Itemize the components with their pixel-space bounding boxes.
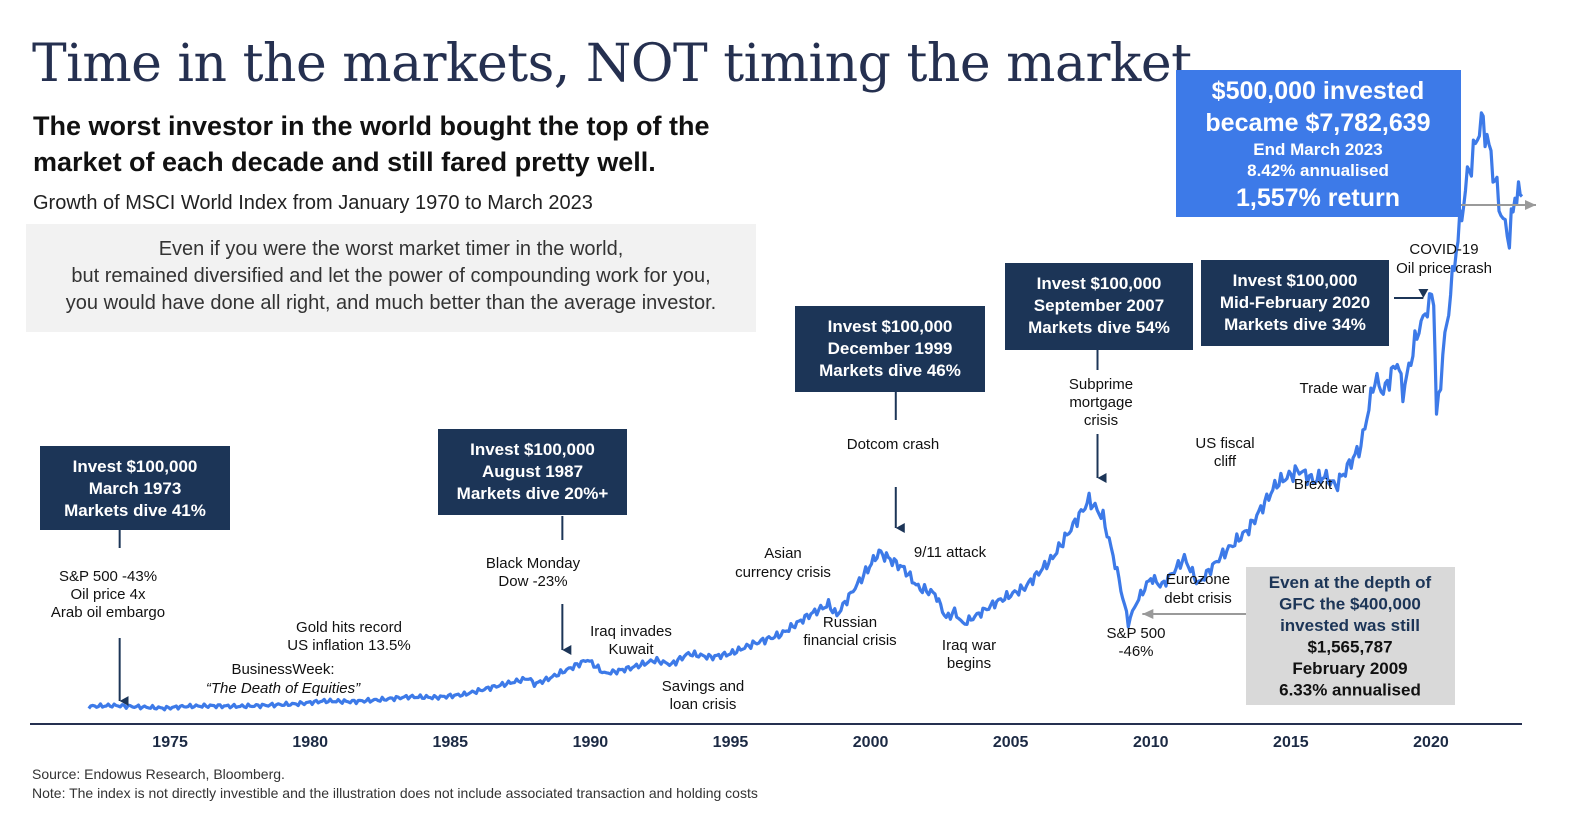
page-subtitle: The worst investor in the world bought t… [33, 108, 793, 180]
invest-box-line: March 1973 [89, 479, 182, 498]
annotation-label: currency crisis [735, 564, 831, 581]
annotation-label: Asian [764, 545, 802, 562]
annotation-label: Eurozone [1166, 571, 1230, 588]
result-box-line: became $7,782,639 [1205, 109, 1430, 137]
annotation-label: Gold hits record [296, 619, 402, 636]
annotation-label: Iraq invades [590, 623, 672, 640]
invest-box-bg [1005, 263, 1193, 350]
quote-line: Even if you were the worst market timer … [158, 238, 624, 260]
invest-box-line: Markets dive 20%+ [457, 484, 609, 503]
invest-box-line: September 2007 [1034, 296, 1164, 315]
invest-box-line: Markets dive 54% [1028, 318, 1170, 337]
annotation-label: crisis [1084, 412, 1118, 429]
invest-box-line: Markets dive 41% [64, 501, 206, 520]
annotation-label: S&P 500 -43% [59, 568, 157, 585]
annotation-label: Black Monday [486, 555, 581, 572]
annotation-label: cliff [1214, 453, 1237, 470]
invest-box-line: Invest $100,000 [828, 317, 953, 336]
annotation-label: Russian [823, 614, 877, 631]
gfc-box-line: GFC the $400,000 [1279, 595, 1421, 614]
x-tick-label: 2000 [853, 734, 889, 751]
source-text: Source: Endowus Research, Bloomberg. [32, 766, 285, 782]
annotation-label: Oil price crash [1396, 260, 1492, 277]
invest-box-bg [438, 429, 627, 515]
annotation-label: Iraq war [942, 637, 996, 654]
invest-box-bg [40, 446, 230, 530]
annotation-label: Trade war [1300, 380, 1367, 397]
annotation-label: Kuwait [608, 641, 654, 658]
quote-line: but remained diversified and let the pow… [71, 265, 711, 287]
invest-box: Invest $100,000 September 2007 Markets div… [1005, 263, 1193, 350]
x-tick-label: 1975 [152, 734, 188, 751]
gfc-box-bg [1246, 567, 1455, 705]
annotation-label: loan crisis [670, 696, 737, 713]
invest-box: Invest $100,000 December 1999 Markets dive… [795, 306, 985, 392]
invest-box-line: Invest $100,000 [1037, 274, 1162, 293]
gfc-box-line: invested was still [1280, 616, 1420, 635]
annotation-label: US fiscal [1195, 435, 1254, 452]
annotation-label: Brexit [1294, 476, 1333, 493]
annotation-label: Savings and [662, 678, 745, 695]
chart-description: Growth of MSCI World Index from January … [33, 192, 593, 214]
gfc-box-line: 6.33% annualised [1279, 681, 1421, 700]
quote-box: Even if you were the worst market timer … [26, 224, 756, 332]
x-tick-label: 2020 [1413, 734, 1449, 751]
annotation-label: Dow -23% [498, 573, 567, 590]
invest-box: Invest $100,000 Mid-February 2020 Markets … [1201, 260, 1389, 346]
invest-box-line: Invest $100,000 [470, 440, 595, 459]
result-box: $500,000 invested became $7,782,639 End Ma… [1176, 70, 1461, 217]
result-box-line: End March 2023 [1253, 140, 1382, 159]
annotation-label: -46% [1118, 643, 1153, 660]
x-tick-label: 1980 [292, 734, 328, 751]
invest-box-line: Invest $100,000 [73, 457, 198, 476]
annotation-label: Subprime [1069, 376, 1133, 393]
invest-box-bg [795, 306, 985, 392]
invest-box-line: August 1987 [482, 462, 583, 481]
gfc-box-line: $1,565,787 [1307, 638, 1392, 657]
line-chart: 1975 1980 1985 1990 1995 2000 2005 2010 2015 2020… [30, 70, 1536, 751]
gfc-box: Even at the depth of GFC the $400,000 inve… [1246, 567, 1455, 705]
subtitle-line: market of each decade and still fared pr… [33, 147, 656, 177]
x-tick-label: 1985 [432, 734, 468, 751]
page-title: Time in the markets, NOT timing the mark… [32, 34, 1192, 94]
x-tick-label: 2005 [993, 734, 1029, 751]
result-box-bg [1176, 70, 1461, 217]
annotation-label: debt crisis [1164, 590, 1232, 607]
msci-world-series-line [87, 111, 1524, 712]
invest-box-bg [1201, 260, 1389, 346]
gfc-box-line: Even at the depth of [1269, 573, 1432, 592]
invest-box-line: Invest $100,000 [1233, 271, 1358, 290]
gfc-box-line: February 2009 [1292, 659, 1407, 678]
annotation-label: Dotcom crash [847, 436, 940, 453]
x-tick-label: 2015 [1273, 734, 1309, 751]
annotation-label: Oil price 4x [70, 586, 146, 603]
result-box-line: $500,000 invested [1212, 77, 1425, 105]
annotation-label: US inflation 13.5% [287, 637, 410, 654]
annotation-label: COVID-19 [1409, 241, 1478, 258]
annotation-label: begins [947, 655, 991, 672]
x-tick-label: 1990 [573, 734, 609, 751]
invest-box-line: Markets dive 34% [1224, 315, 1366, 334]
annotation-label: S&P 500 [1107, 625, 1166, 642]
subtitle-line: The worst investor in the world bought t… [33, 111, 710, 141]
annotation-label: mortgage [1069, 394, 1132, 411]
invest-box-line: Markets dive 46% [819, 361, 961, 380]
annotation-label: Arab oil embargo [51, 604, 165, 621]
annotation-label: financial crisis [803, 632, 896, 649]
annotation-label: “The Death of Equities” [206, 680, 361, 697]
x-tick-label: 1995 [713, 734, 749, 751]
invest-box-line: Mid-February 2020 [1220, 293, 1370, 312]
note-text: Note: The index is not directly investib… [32, 785, 758, 801]
annotation-label: 9/11 attack [914, 544, 987, 561]
invest-box: Invest $100,000 March 1973 Markets dive 41… [40, 446, 230, 530]
x-tick-label: 2010 [1133, 734, 1169, 751]
result-box-line: 1,557% return [1236, 184, 1400, 212]
footnote: Source: Endowus Research, Bloomberg. Not… [32, 765, 758, 803]
invest-box-line: December 1999 [828, 339, 953, 358]
result-box-line: 8.42% annualised [1247, 161, 1389, 180]
quote-line: you would have done all right, and much … [65, 292, 717, 314]
invest-box: Invest $100,000 August 1987 Markets dive 2… [438, 429, 627, 515]
annotation-label: BusinessWeek: [231, 661, 334, 678]
